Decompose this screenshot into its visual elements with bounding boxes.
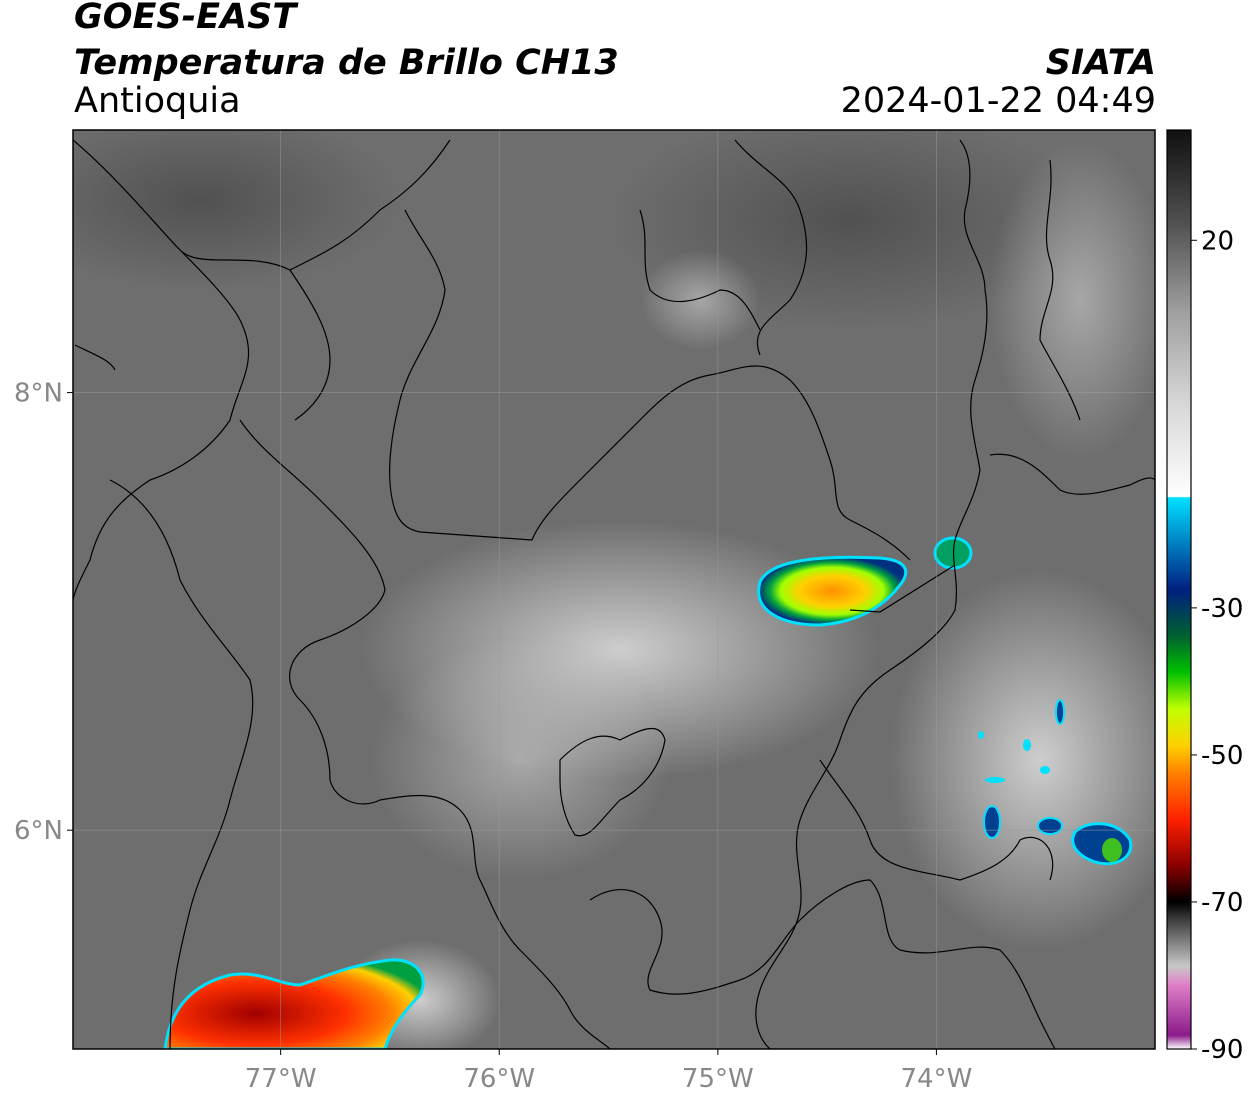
colorbar-tick-label: 20: [1201, 226, 1234, 256]
bright-cloud-shade: [640, 250, 760, 350]
department-border: [639, 209, 761, 331]
storm-cell: [1040, 766, 1050, 774]
lat-tick-label: 6°N: [14, 816, 63, 846]
department-border: [849, 564, 956, 613]
satellite-title: GOES-EAST: [74, 0, 297, 37]
department-border: [989, 453, 1155, 495]
lat-tick-label: 8°N: [14, 379, 63, 409]
department-border: [109, 479, 254, 1049]
department-border: [819, 759, 1054, 881]
map-area: [73, 130, 1155, 1049]
storm-cell: [1102, 838, 1122, 862]
colorbar-tick-label: -30: [1201, 594, 1243, 624]
storm-cell: [983, 805, 1001, 839]
colorbar-tick-label: -90: [1201, 1035, 1243, 1065]
storm-cell: [757, 555, 908, 627]
storm-cell: [163, 958, 425, 1049]
lon-tick-label: 77°W: [245, 1064, 317, 1094]
dark-cloud-shade: [73, 130, 400, 290]
department-border: [755, 139, 988, 1049]
department-border: [559, 727, 666, 837]
storm-cell: [1055, 699, 1065, 725]
department-border: [734, 139, 808, 356]
lon-tick-label: 76°W: [463, 1064, 535, 1094]
colorbar-ticks: 20 -30 -50 -70 -90: [1191, 226, 1243, 1065]
department-border: [388, 209, 911, 561]
lon-tick-label: 75°W: [682, 1064, 754, 1094]
organization-label: SIATA: [1045, 43, 1156, 83]
latitude-ticks: 8°N 6°N: [14, 379, 73, 846]
coastline: [179, 139, 451, 271]
storm-cell: [985, 777, 1005, 783]
storm-cell: [978, 731, 984, 739]
colorbar-tick-label: -70: [1201, 888, 1243, 918]
product-title: Temperatura de Brillo CH13: [74, 43, 619, 83]
timestamp-label: 2024-01-22 04:49: [840, 81, 1156, 121]
boundaries: [73, 139, 1155, 1049]
storm-cell: [1037, 817, 1063, 835]
gridlines: [73, 130, 1155, 1049]
department-border: [1039, 159, 1081, 421]
longitude-ticks: 77°W 76°W 75°W 74°W: [245, 1049, 973, 1094]
coastline: [289, 269, 331, 421]
bright-cloud-shade: [990, 140, 1155, 460]
storm-cell: [933, 536, 973, 570]
colorbar: [1166, 129, 1192, 1050]
colorbar-tick-label: -50: [1201, 741, 1243, 771]
coastline: [74, 344, 116, 371]
storm-cell: [1023, 739, 1031, 751]
map-frame: [72, 129, 1156, 1050]
bright-cloud-shade: [370, 640, 670, 880]
department-border: [589, 879, 1056, 1049]
region-label: Antioquia: [74, 81, 241, 121]
lon-tick-label: 74°W: [901, 1064, 973, 1094]
department-border: [239, 419, 611, 1049]
bright-cloud-shade: [890, 570, 1155, 950]
coastline: [73, 139, 250, 601]
